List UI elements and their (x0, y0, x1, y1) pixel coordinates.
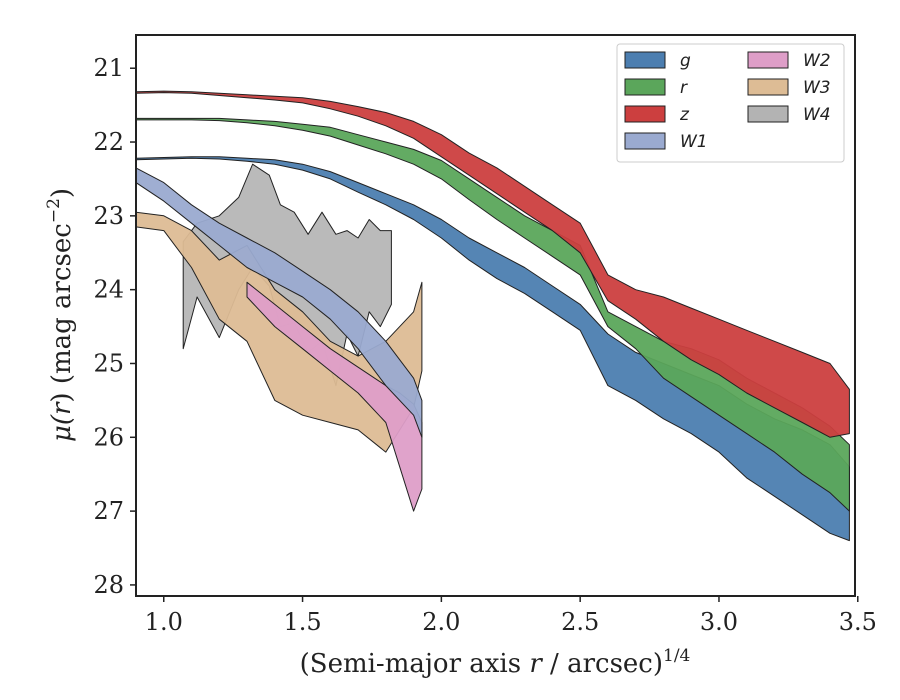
x-tick-label: 3.5 (839, 608, 877, 636)
band-W2 (246, 281, 423, 512)
y-tick-label: 23 (93, 202, 124, 230)
legend-box (616, 43, 845, 163)
band-z (136, 90, 850, 438)
legend-swatch-z (624, 105, 666, 123)
x-tick-label: 1.0 (145, 608, 183, 636)
y-tick-label: 26 (93, 423, 124, 451)
y-tick-label: 27 (93, 497, 124, 525)
y-tick-label: 22 (93, 128, 124, 156)
legend: grz W1 W2 W3 W4 (616, 43, 845, 163)
y-tick-label: 28 (93, 571, 124, 599)
legend-swatch-W2 (747, 51, 789, 69)
legend-label-r: r (680, 78, 688, 98)
y-tick-label: 25 (93, 349, 124, 377)
y-tick-label: 24 (93, 276, 124, 304)
x-tick-label: 2.5 (561, 608, 599, 636)
legend-label-W2: W2 (803, 51, 831, 71)
x-tick-label: 1.5 (283, 608, 321, 636)
legend-swatch-g (624, 51, 666, 69)
profile-bands (136, 90, 850, 542)
legend-label-W3: W3 (803, 78, 831, 98)
band-g (136, 156, 850, 542)
legend-swatch-W3 (747, 78, 789, 96)
legend-swatch-r (624, 78, 666, 96)
x-tick-label: 2.0 (422, 608, 460, 636)
x-axis-label: (Semi-major axis r / arcsec)1/4 (300, 646, 691, 679)
band-W1 (136, 167, 423, 438)
y-axis-ticks: 21 22 23 24 25 26 27 28 (93, 54, 136, 599)
legend-swatch-W1 (624, 132, 666, 150)
x-tick-label: 3.0 (700, 608, 738, 636)
legend-swatch-W4 (747, 105, 789, 123)
legend-label-g: g (680, 51, 691, 71)
plot-frame (135, 34, 856, 597)
legend-label-W4: W4 (803, 105, 831, 125)
band-r (136, 117, 850, 512)
legend-label-W1: W1 (680, 132, 708, 152)
x-axis-ticks: 1.0 1.5 2.0 2.5 3.0 3.5 (145, 596, 877, 636)
y-tick-label: 21 (93, 54, 124, 82)
y-axis-label: μ(r) (mag arcsec−2) (44, 188, 77, 442)
legend-label-z: z (679, 105, 690, 125)
